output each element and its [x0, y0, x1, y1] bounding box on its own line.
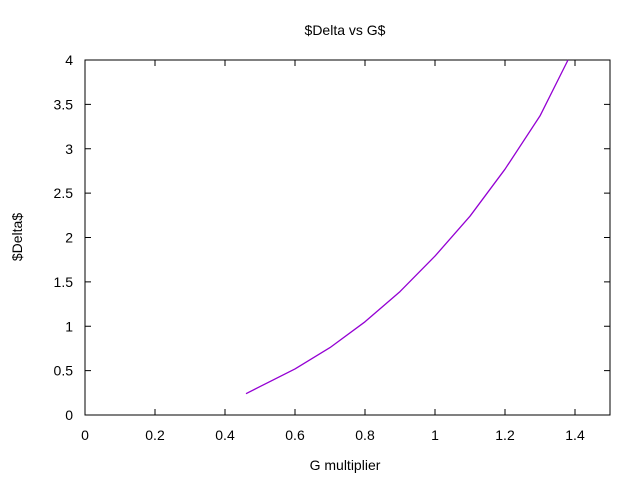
series-line: [245, 59, 569, 395]
x-tick-label: 0.8: [355, 427, 375, 443]
y-tick-label: 1.5: [54, 274, 74, 290]
y-tick-label: 0.5: [54, 363, 74, 379]
y-tick-label: 0: [65, 407, 73, 423]
x-tick-label: 0.2: [145, 427, 165, 443]
x-tick-label: 0.4: [215, 427, 235, 443]
x-tick-label: 1.2: [495, 427, 515, 443]
x-tick-label: 1: [431, 427, 439, 443]
x-axis-label: G multiplier: [310, 457, 381, 473]
y-tick-label: 2.5: [54, 185, 74, 201]
y-tick-label: 3.5: [54, 96, 74, 112]
y-tick-label: 3: [65, 141, 73, 157]
tick-layer: 0 0.2 0.4 0.6 0.8 1 1.2 1.4 0 0.5 1 1.5 2 2.5 3 3.5 4: [54, 52, 610, 443]
x-tick-label: 1.4: [565, 427, 585, 443]
x-tick-label: 0.6: [285, 427, 305, 443]
y-tick-label: 2: [65, 230, 73, 246]
x-tick-label: 0: [81, 427, 89, 443]
y-axis-label: $Delta$: [9, 213, 25, 261]
y-tick-label: 1: [65, 318, 73, 334]
series-layer: [245, 59, 569, 395]
plot-area-border: [84, 59, 611, 416]
chart-title: $Delta vs G$: [305, 22, 386, 38]
y-tick-label: 4: [65, 52, 73, 68]
